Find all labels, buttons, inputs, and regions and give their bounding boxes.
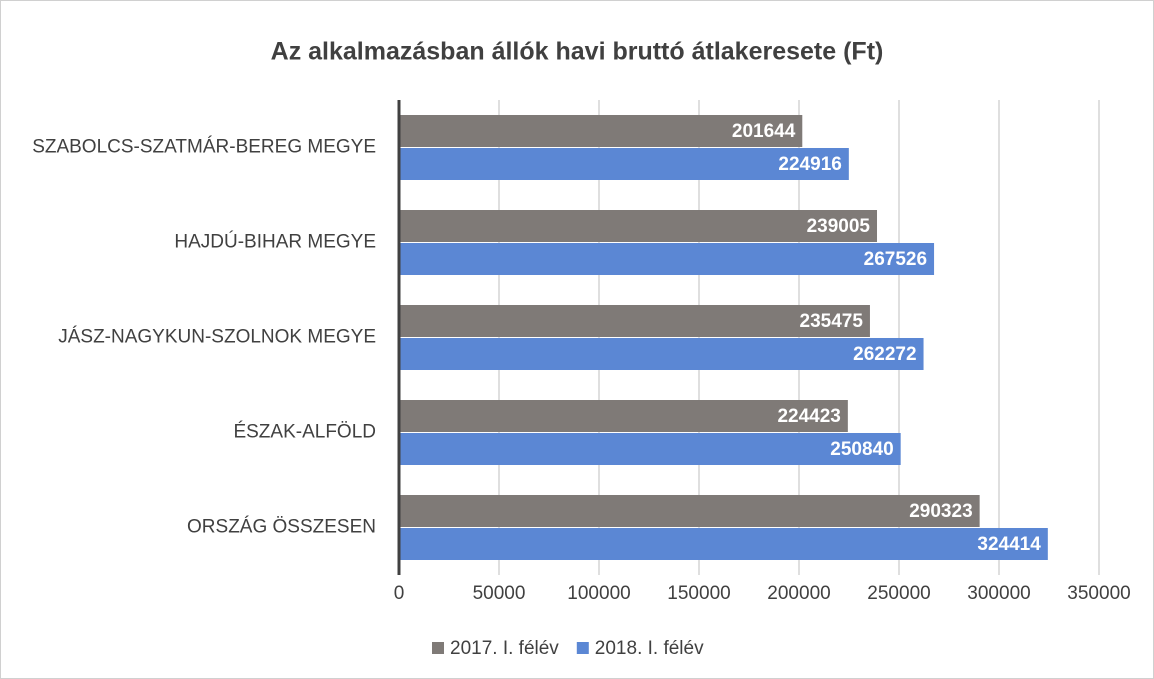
y-tick-label: SZABOLCS-SZATMÁR-BEREG MEGYE — [32, 137, 376, 158]
data-label: 262272 — [853, 344, 916, 365]
data-label: 224423 — [777, 406, 840, 427]
y-tick-label: JÁSZ-NAGYKUN-SZOLNOK MEGYE — [58, 327, 376, 348]
x-tick-label: 50000 — [473, 583, 526, 604]
legend-label: 2017. I. félév — [450, 638, 559, 659]
bar — [399, 495, 980, 527]
bar — [399, 115, 803, 147]
data-label: 201644 — [732, 121, 796, 142]
legend-label: 2018. I. félév — [595, 638, 704, 659]
y-tick-label: ÉSZAK-ALFÖLD — [233, 422, 376, 443]
y-tick-label: ORSZÁG ÖSSZESEN — [187, 517, 376, 538]
bar — [399, 305, 870, 337]
y-tick-label: HAJDÚ-BIHAR MEGYE — [174, 231, 376, 253]
bar — [399, 210, 878, 242]
bar — [399, 528, 1048, 560]
x-tick-label: 200000 — [767, 583, 830, 604]
data-label: 224916 — [778, 154, 841, 175]
x-tick-label: 350000 — [1067, 583, 1130, 604]
data-label: 235475 — [800, 311, 864, 332]
x-tick-label: 250000 — [867, 583, 930, 604]
legend-swatch — [576, 642, 589, 654]
bar — [399, 400, 848, 432]
data-label: 239005 — [807, 216, 871, 237]
legend-swatch — [432, 642, 444, 654]
bar — [399, 243, 935, 275]
data-label: 250840 — [830, 439, 893, 460]
data-label: 324414 — [977, 534, 1041, 555]
data-label: 290323 — [909, 501, 972, 522]
bar — [399, 433, 901, 465]
x-tick-label: 300000 — [967, 583, 1030, 604]
x-tick-label: 100000 — [567, 583, 630, 604]
x-tick-label: 0 — [394, 583, 405, 604]
x-tick-label: 150000 — [667, 583, 730, 604]
bar — [399, 148, 849, 180]
chart-title: Az alkalmazásban állók havi bruttó átlak… — [271, 38, 884, 66]
data-label: 267526 — [864, 249, 927, 270]
bar — [399, 338, 924, 370]
